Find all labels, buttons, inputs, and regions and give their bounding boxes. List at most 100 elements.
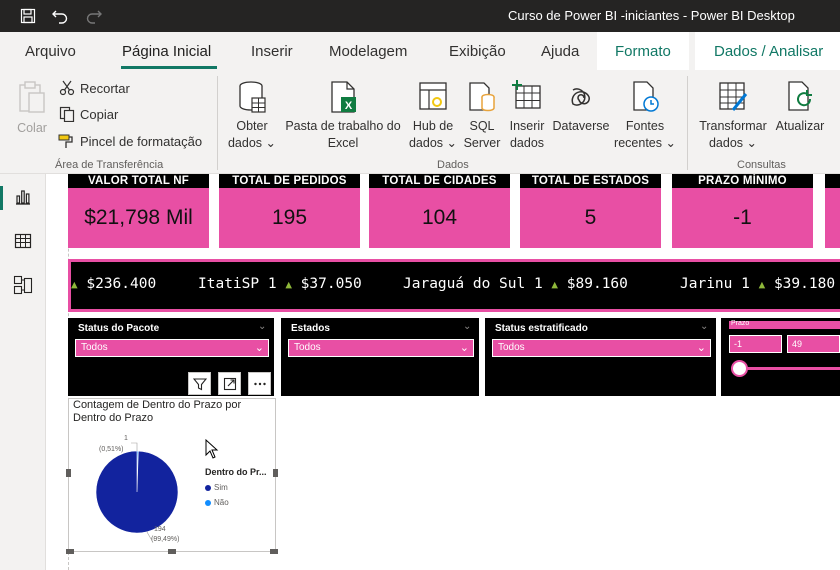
obter-dados-button[interactable]: Obter dados ⌄ <box>226 80 278 152</box>
data-view-icon[interactable] <box>12 230 34 252</box>
excel-icon: X <box>326 80 360 114</box>
transformar-dados-button[interactable]: Transformar dados ⌄ <box>694 80 772 152</box>
kpi-card-valor-total-nf[interactable]: VALOR TOTAL NF $21,798 Mil <box>68 174 209 248</box>
resize-handle[interactable] <box>66 469 71 477</box>
range-track <box>739 367 840 370</box>
redo-icon[interactable] <box>78 0 110 32</box>
more-options-icon[interactable] <box>248 372 271 395</box>
scissors-icon <box>58 79 76 97</box>
resize-handle[interactable] <box>168 549 176 554</box>
pie-slice-sim[interactable] <box>95 450 179 534</box>
sql-server-button[interactable]: SQL Server <box>461 80 503 152</box>
slicer-status-estratificado[interactable]: Status estratificado ⌄ Todos ⌄ <box>485 318 716 396</box>
tab-ajuda[interactable]: Ajuda <box>541 43 580 60</box>
ticker-item: ItatiSP 1 ▲ $37.050 <box>198 276 362 292</box>
kpi-card-total-cidades[interactable]: TOTAL DE CIDADES 104 <box>369 174 510 248</box>
pie-chart-visual[interactable]: Contagem de Dentro do Prazo por Dentro d… <box>66 398 278 554</box>
dados-group-label: Dados <box>437 159 469 171</box>
svg-text:X: X <box>345 100 353 112</box>
save-icon[interactable] <box>12 0 44 32</box>
slicer-dropdown[interactable]: Todos ⌄ <box>492 339 711 357</box>
tab-formato[interactable]: Formato <box>615 43 671 60</box>
range-handle[interactable] <box>731 360 748 377</box>
report-view-icon[interactable] <box>12 186 34 208</box>
slicer-estados[interactable]: Estados ⌄ Todos ⌄ <box>281 318 479 396</box>
hub-dados-button[interactable]: Hub de dados ⌄ <box>406 80 460 152</box>
ticker-item: ▲ $236.400 <box>71 276 157 292</box>
ribbon-separator <box>217 76 218 170</box>
kpi-title: TOTAL DE CIDADES <box>369 174 510 188</box>
legend-item-sim[interactable]: Sim <box>205 483 228 492</box>
table-insert-icon <box>510 80 544 114</box>
copy-icon <box>58 105 76 123</box>
recent-sources-icon <box>628 80 662 114</box>
legend-title: Dentro do Pr... <box>205 467 267 477</box>
up-triangle-icon: ▲ <box>551 278 559 291</box>
data-label-count: 1 <box>124 435 128 442</box>
ribbon: Colar Recortar Copiar Pincel de formataç… <box>0 70 840 174</box>
kpi-card-total-estados[interactable]: TOTAL DE ESTADOS 5 <box>520 174 661 248</box>
slicer-title: Status do Pacote <box>78 323 160 334</box>
view-switcher <box>0 174 46 570</box>
tab-pagina-inicial[interactable]: Página Inicial <box>122 43 212 60</box>
tab-exibicao[interactable]: Exibição <box>449 43 506 60</box>
range-max-input[interactable]: 49 <box>787 335 840 353</box>
slicer-dropdown[interactable]: Todos ⌄ <box>75 339 269 357</box>
database-icon <box>235 80 269 114</box>
kpi-value: -1 <box>733 206 752 229</box>
report-canvas: VALOR TOTAL NF $21,798 Mil TOTAL DE PEDI… <box>46 174 840 570</box>
recortar-button[interactable]: Recortar <box>58 79 130 97</box>
dataverse-button[interactable]: Dataverse <box>549 80 613 135</box>
kpi-title: TOTAL DE ESTADOS <box>520 174 661 188</box>
data-label-pct: (99,49%) <box>151 536 180 543</box>
data-label-pct: (0,51%) <box>99 446 124 453</box>
pasta-excel-button[interactable]: X Pasta de trabalho do Excel <box>281 80 405 152</box>
up-triangle-icon: ▲ <box>285 278 292 291</box>
slicer-prazo[interactable]: Prazo -1 49 <box>721 318 840 396</box>
ticker-item: Jaraguá do Sul 1 ▲ $89.160 <box>403 276 628 292</box>
copiar-button[interactable]: Copiar <box>58 105 118 123</box>
resize-handle[interactable] <box>270 549 278 554</box>
format-painter-icon <box>58 132 76 150</box>
refresh-icon <box>783 80 817 114</box>
resize-handle[interactable] <box>273 469 278 477</box>
tab-inserir[interactable]: Inserir <box>251 43 293 60</box>
leader-line <box>146 531 155 540</box>
slicer-dropdown[interactable]: Todos ⌄ <box>288 339 474 357</box>
pie-chart-svg <box>95 442 179 540</box>
colar-button[interactable]: Colar <box>12 80 52 137</box>
fontes-recentes-button[interactable]: Fontes recentes ⌄ <box>612 80 678 152</box>
slicer-status-pacote[interactable]: Status do Pacote ⌄ Todos ⌄ <box>68 318 274 396</box>
chevron-down-icon: ⌄ <box>254 342 264 354</box>
kpi-card-partial[interactable] <box>825 174 840 248</box>
tab-dados-analisar[interactable]: Dados / Analisar <box>714 43 824 60</box>
model-view-icon[interactable] <box>12 274 34 296</box>
chevron-down-icon[interactable]: ⌄ <box>258 321 267 332</box>
tab-arquivo[interactable]: Arquivo <box>25 43 76 60</box>
scrolling-ticker[interactable]: ▲ $236.400 ItatiSP 1 ▲ $37.050 Jaraguá d… <box>68 259 840 312</box>
ribbon-tabs: Arquivo Página Inicial Inserir Modelagem… <box>0 32 840 70</box>
pincel-formatacao-button[interactable]: Pincel de formatação <box>58 132 202 150</box>
kpi-value: 195 <box>271 206 308 229</box>
chevron-down-icon[interactable]: ⌄ <box>700 321 709 332</box>
resize-handle[interactable] <box>66 549 74 554</box>
tab-modelagem[interactable]: Modelagem <box>329 43 408 60</box>
undo-icon[interactable] <box>44 0 76 32</box>
clipboard-group-label: Área de Transferência <box>55 159 164 171</box>
kpi-card-prazo-minimo[interactable]: PRAZO MÍNIMO -1 <box>672 174 813 248</box>
kpi-card-total-pedidos[interactable]: TOTAL DE PEDIDOS 195 <box>219 174 360 248</box>
leader-line <box>131 442 138 451</box>
kpi-value: $21,798 Mil <box>84 206 193 229</box>
ribbon-separator <box>687 76 688 170</box>
legend-item-nao[interactable]: Não <box>205 498 229 507</box>
atualizar-button[interactable]: Atualizar <box>772 80 828 135</box>
chevron-down-icon[interactable]: ⌄ <box>463 321 472 332</box>
filter-icon[interactable] <box>188 372 211 395</box>
chevron-down-icon: ⌄ <box>459 342 469 354</box>
legend-marker <box>205 484 211 491</box>
inserir-dados-button[interactable]: Inserir dados <box>505 80 549 152</box>
data-label-count: 194 <box>154 526 166 533</box>
focus-mode-icon[interactable] <box>218 372 241 395</box>
range-min-input[interactable]: -1 <box>729 335 782 353</box>
kpi-title: VALOR TOTAL NF <box>68 174 209 188</box>
